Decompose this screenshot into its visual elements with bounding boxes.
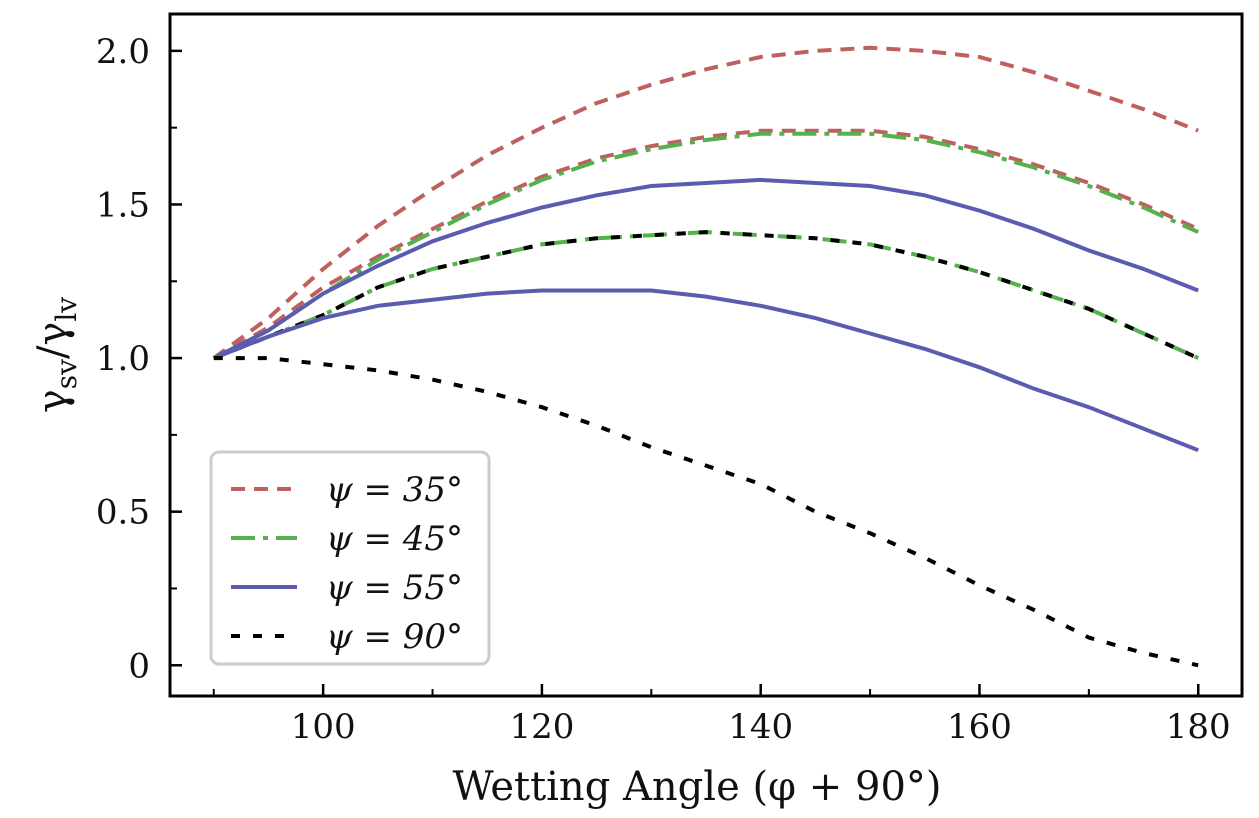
y-tick-label: 0.5 <box>96 493 150 533</box>
y-axis-title-numerator: γ <box>30 389 76 413</box>
series-line-2 <box>212 128 1200 360</box>
x-tick-label: 100 <box>291 707 356 747</box>
series-line-7 <box>213 288 1199 453</box>
series-line-6 <box>212 177 1199 360</box>
legend-label: ψ = 55° <box>326 568 463 608</box>
y-tick-label: 2.0 <box>96 32 150 72</box>
x-tick-label: 160 <box>947 707 1012 747</box>
series-layer <box>212 45 1200 668</box>
y-axis-title-denominator: γ <box>30 322 76 346</box>
x-tick-label: 120 <box>509 707 574 747</box>
y-axis-title-slash: / <box>30 345 76 359</box>
legend-label: ψ = 90° <box>326 617 463 657</box>
legend: ψ = 35° ψ = 45° ψ = 55° ψ = 90° <box>209 450 491 666</box>
series-line-1 <box>212 45 1199 360</box>
y-axis-title-denominator-sub: lv <box>50 297 83 322</box>
y-tick-label: 1.0 <box>96 339 150 379</box>
y-tick-label: 0 <box>128 646 150 686</box>
legend-box <box>209 450 491 666</box>
x-tick-label: 180 <box>1166 707 1231 747</box>
series-line-5 <box>213 230 1200 360</box>
y-axis-title: γsv/γlv <box>30 297 83 413</box>
plot-frame <box>168 12 1244 698</box>
ticks-layer: 100 120 140 160 180 0 0.5 1.0 1.5 2.0 <box>96 32 1231 747</box>
legend-items: ψ = 35° ψ = 45° ψ = 55° ψ = 90° <box>231 470 463 657</box>
series-line-3 <box>212 131 1200 360</box>
y-tick-label: 1.5 <box>96 185 150 225</box>
legend-label: ψ = 35° <box>326 470 463 510</box>
x-axis-title: Wetting Angle (φ + 90°) <box>452 764 941 810</box>
series-line-8 <box>213 356 1199 668</box>
x-tick-label: 140 <box>728 707 793 747</box>
legend-label: ψ = 45° <box>326 519 463 559</box>
y-axis-title-numerator-sub: sv <box>50 359 83 389</box>
